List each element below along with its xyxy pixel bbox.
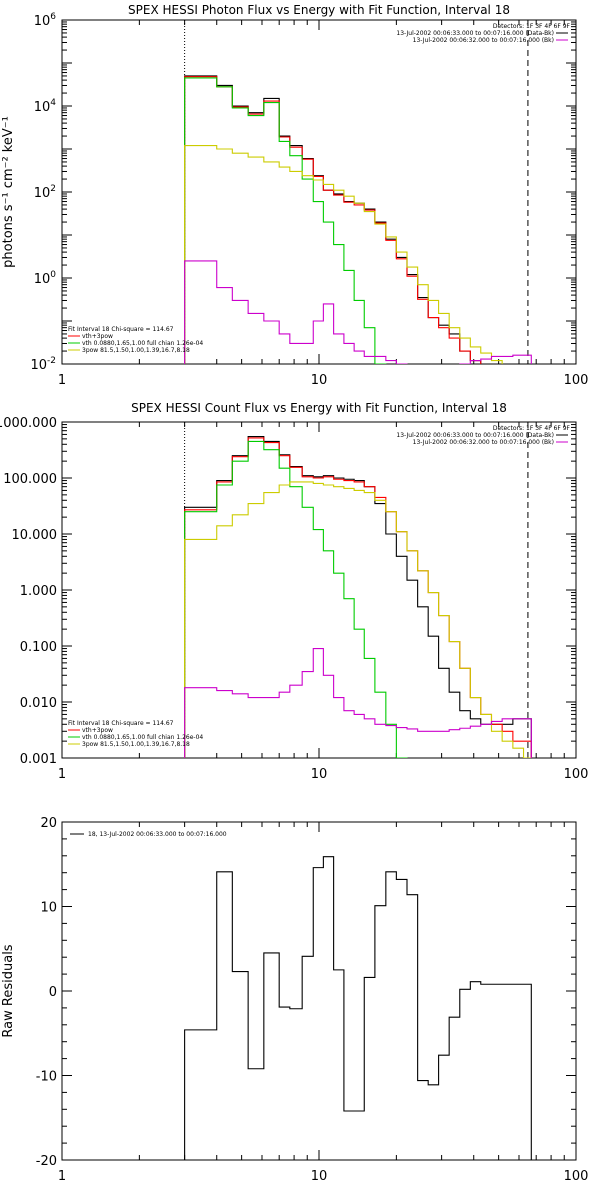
data-series-3 (184, 77, 387, 364)
y-tick-base: 10 (34, 100, 51, 115)
x-tick-label: 1 (58, 767, 66, 782)
y-tick-label: 10.000 (12, 528, 58, 543)
legend-bottom: Fit Interval 18 Chi-square = 114.67vth+3… (68, 326, 203, 354)
legend-top: 18, 13-Jul-2002 00:06:33.000 to 00:07:16… (70, 831, 227, 838)
series-group (184, 856, 532, 1160)
y-axis: -20 -10 0 10 20 (36, 816, 576, 1169)
data-series-5 (184, 648, 532, 758)
y-axis-label: photons s⁻¹ cm⁻² keV⁻¹ (1, 116, 16, 268)
y-tick-label: 10-2 (30, 356, 56, 373)
fit-legend-header: Fit Interval 18 Chi-square = 114.67 (68, 326, 174, 333)
x-axis: 1 10 100 (58, 422, 589, 782)
y-tick-exponent: 4 (50, 98, 56, 108)
legend-header: Detectors: 1F 3F 4F 6F 9F (493, 425, 571, 432)
y-tick-base: 10 (34, 272, 51, 287)
y-tick-label: 100.000 (3, 472, 57, 487)
y-axis-label: Raw Residuals (1, 944, 16, 1037)
x-tick-label: 100 (564, 1169, 589, 1184)
y-tick-exponent: -2 (47, 356, 56, 366)
y-tick-base: 10 (30, 358, 47, 373)
x-axis: 1 10 100 (58, 822, 589, 1184)
y-tick-label: 100 (34, 270, 57, 287)
plot-frame (61, 19, 577, 365)
data-series-2 (184, 76, 482, 364)
chart-panel-2: SPEX HESSI Count Flux vs Energy with Fit… (0, 401, 589, 782)
data-series-1 (184, 856, 532, 1160)
legend-entry: 13-Jul-2002 00:06:33.000 to 00:07:16.000… (396, 30, 554, 37)
y-tick-label: 0.001 (20, 752, 57, 767)
legend-entry: 3pow 81.5,1.50,1.00,1.39,16.7,8.18 (82, 741, 190, 748)
plot-frame (61, 821, 577, 1161)
y-tick-label: 0.010 (20, 696, 57, 711)
chart-title: SPEX HESSI Count Flux vs Energy with Fit… (131, 401, 507, 415)
x-tick-label: 100 (564, 373, 589, 388)
y-tick-label: 1.000 (20, 584, 57, 599)
series-group (184, 435, 532, 758)
x-tick-label: 10 (311, 373, 328, 388)
plot-frame (61, 421, 577, 759)
legend-entry: vth 0.0880,1.65,1.00 full chian 1.26e-04 (82, 340, 203, 347)
data-series-1 (184, 435, 532, 758)
data-series-2 (184, 437, 532, 758)
legend-entry: vth+3pow (82, 333, 113, 340)
legend-header: Detectors: 1F 3F 4F 6F 9F (493, 23, 571, 30)
y-tick-exponent: 6 (50, 12, 56, 22)
chart-panel-1: SPEX HESSI Photon Flux vs Energy with Fi… (1, 3, 589, 388)
series-group (184, 75, 532, 364)
x-tick-label: 10 (311, 1169, 328, 1184)
data-series-5 (184, 260, 532, 364)
legend-entry: 13-Jul-2002 00:06:33.000 to 00:07:16.000… (396, 432, 554, 439)
y-tick-label: 10 (40, 901, 57, 916)
legend-entry: 13-Jul-2002 00:06:32.000 to 00:07:16.000… (413, 439, 554, 446)
y-tick-base: 10 (34, 186, 51, 201)
data-series-1 (184, 75, 482, 364)
y-tick-label: -20 (36, 1154, 57, 1169)
legend-bottom: Fit Interval 18 Chi-square = 114.67vth+3… (68, 720, 203, 748)
y-tick-label: 102 (34, 184, 56, 201)
legend-entry: 3pow 81.5,1.50,1.00,1.39,16.7,8.18 (82, 347, 190, 354)
y-tick-base: 10 (34, 14, 51, 29)
y-tick-exponent: 0 (50, 270, 56, 280)
chart-panel-3: 1 10 100 -20 -10 0 10 20 Raw Residuals 18, 13-Jul… (1, 816, 589, 1184)
legend-entry: 13-Jul-2002 00:06:32.000 to 00:07:16.000… (413, 37, 554, 44)
y-tick-label: 20 (40, 816, 57, 831)
y-tick-exponent: 2 (50, 184, 56, 194)
legend-entry: 18, 13-Jul-2002 00:06:33.000 to 00:07:16… (88, 831, 227, 838)
data-series-3 (184, 440, 408, 758)
y-tick-label: 106 (34, 12, 57, 29)
legend-entry: vth 0.0880,1.65,1.00 full chian 1.26e-04 (82, 734, 203, 741)
legend-entry: vth+3pow (82, 727, 113, 734)
y-axis: 0.001 0.010 0.100 1.000 10.000 100.000 1000.00… (0, 416, 576, 767)
x-tick-label: 1 (58, 373, 66, 388)
y-tick-label: 1000.000 (0, 416, 57, 431)
fit-legend-header: Fit Interval 18 Chi-square = 114.67 (68, 720, 174, 727)
x-tick-label: 10 (311, 767, 328, 782)
data-series-4 (184, 145, 503, 364)
y-tick-label: 0 (49, 985, 57, 1000)
y-tick-label: 104 (34, 98, 57, 115)
chart-title: SPEX HESSI Photon Flux vs Energy with Fi… (128, 3, 510, 17)
y-tick-label: -10 (36, 1070, 57, 1085)
x-tick-label: 1 (58, 1169, 66, 1184)
y-tick-label: 0.100 (20, 640, 57, 655)
x-tick-label: 100 (564, 767, 589, 782)
data-series-4 (184, 481, 532, 758)
